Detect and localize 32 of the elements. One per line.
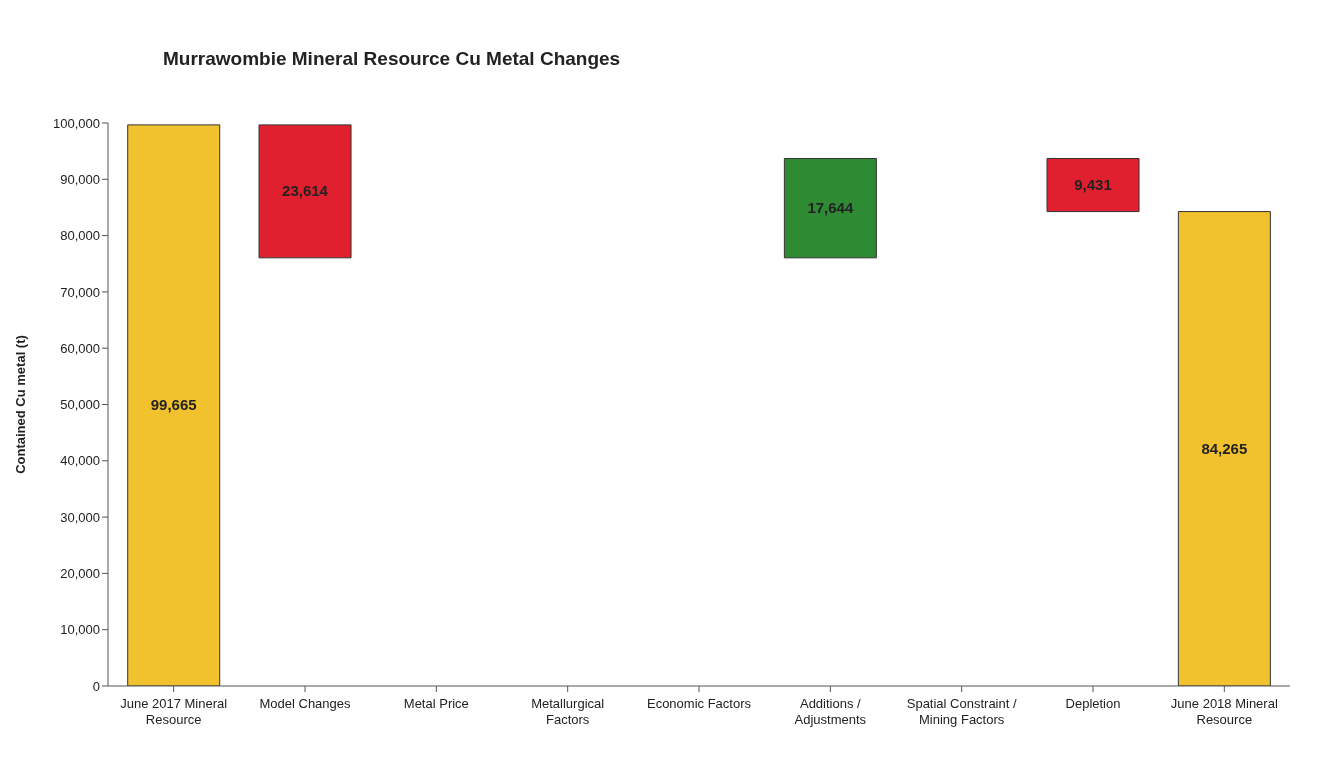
x-tick-label: Model Changes	[259, 696, 352, 711]
y-tick-label: 90,000	[60, 171, 100, 187]
x-tick-label: Economic Factors	[646, 696, 752, 711]
y-tick-label: 60,000	[60, 340, 100, 356]
y-tick-label: 80,000	[60, 228, 100, 244]
bar	[1177, 211, 1271, 686]
y-tick-label: 30,000	[60, 509, 100, 525]
x-tick-label: June 2018 Mineral Resource	[1170, 696, 1278, 727]
x-tick-label: Metal Price	[403, 696, 469, 711]
bar	[783, 158, 877, 259]
y-tick-label: 0	[92, 678, 100, 694]
data-label: 17,644	[807, 199, 854, 217]
y-tick-label: 20,000	[60, 566, 100, 582]
data-label: 99,665	[150, 396, 197, 414]
y-axis-title: Contained Cu metal (t)	[12, 335, 28, 474]
y-tick-label: 50,000	[60, 397, 100, 413]
bar	[258, 124, 352, 259]
x-tick-label: Metallurgical Factors	[531, 696, 605, 727]
x-tick-label: Additions / Adjustments	[794, 696, 867, 727]
x-tick-label: Depletion	[1065, 696, 1121, 711]
data-label: 9,431	[1074, 176, 1112, 194]
bar	[1046, 158, 1140, 213]
data-label: 84,265	[1201, 439, 1248, 457]
y-tick-label: 100,000	[53, 115, 100, 131]
y-tick-label: 10,000	[60, 622, 100, 638]
x-tick-label: Spatial Constraint / Mining Factors	[906, 696, 1017, 727]
bar	[127, 124, 221, 686]
x-tick-label: June 2017 Mineral Resource	[120, 696, 228, 727]
data-label: 23,614	[282, 182, 329, 200]
y-tick-label: 40,000	[60, 453, 100, 469]
y-tick-label: 70,000	[60, 284, 100, 300]
chart-title: Murrawombie Mineral Resource Cu Metal Changes	[163, 48, 621, 70]
